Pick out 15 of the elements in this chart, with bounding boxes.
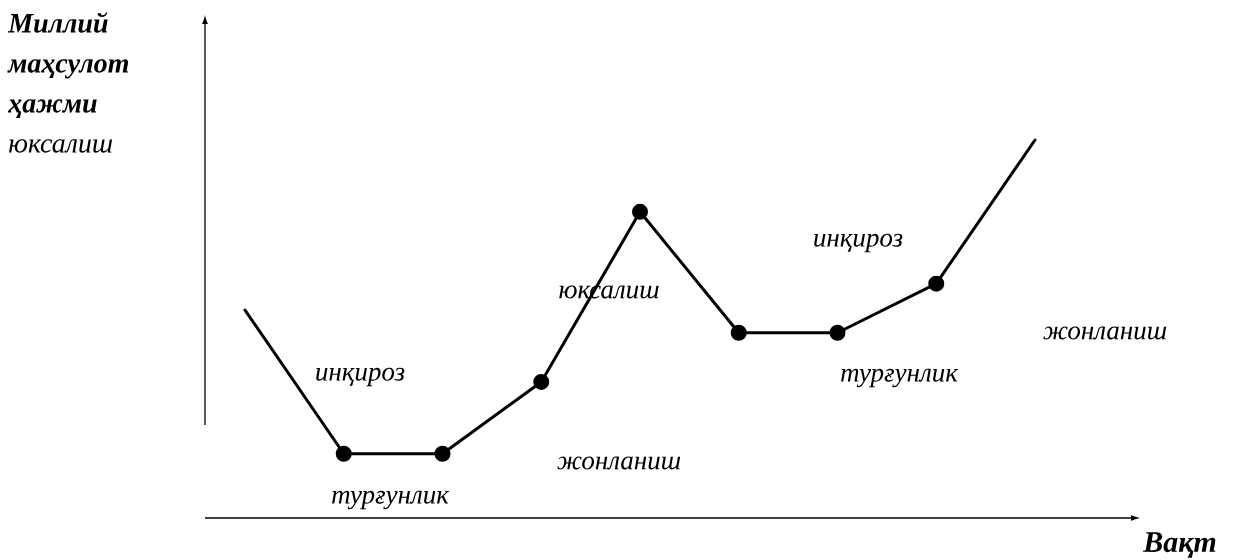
annotation: инқироз	[814, 233, 903, 253]
x-axis-title: Вақт	[1142, 532, 1216, 558]
point	[335, 445, 352, 462]
point	[632, 203, 648, 220]
point	[829, 324, 846, 341]
point	[533, 373, 550, 390]
annotation: жонланиш	[557, 456, 681, 470]
point	[434, 445, 451, 462]
y-axis-title: Миллий маҳсулот ҳажми юксалиш	[7, 12, 129, 153]
point	[730, 324, 747, 341]
annotation: турғунлик	[841, 368, 959, 388]
annotation: инқироз	[316, 367, 405, 387]
annotation: турғунлик	[332, 490, 450, 510]
annotation: жонланиш	[1043, 326, 1167, 340]
point	[928, 275, 945, 292]
